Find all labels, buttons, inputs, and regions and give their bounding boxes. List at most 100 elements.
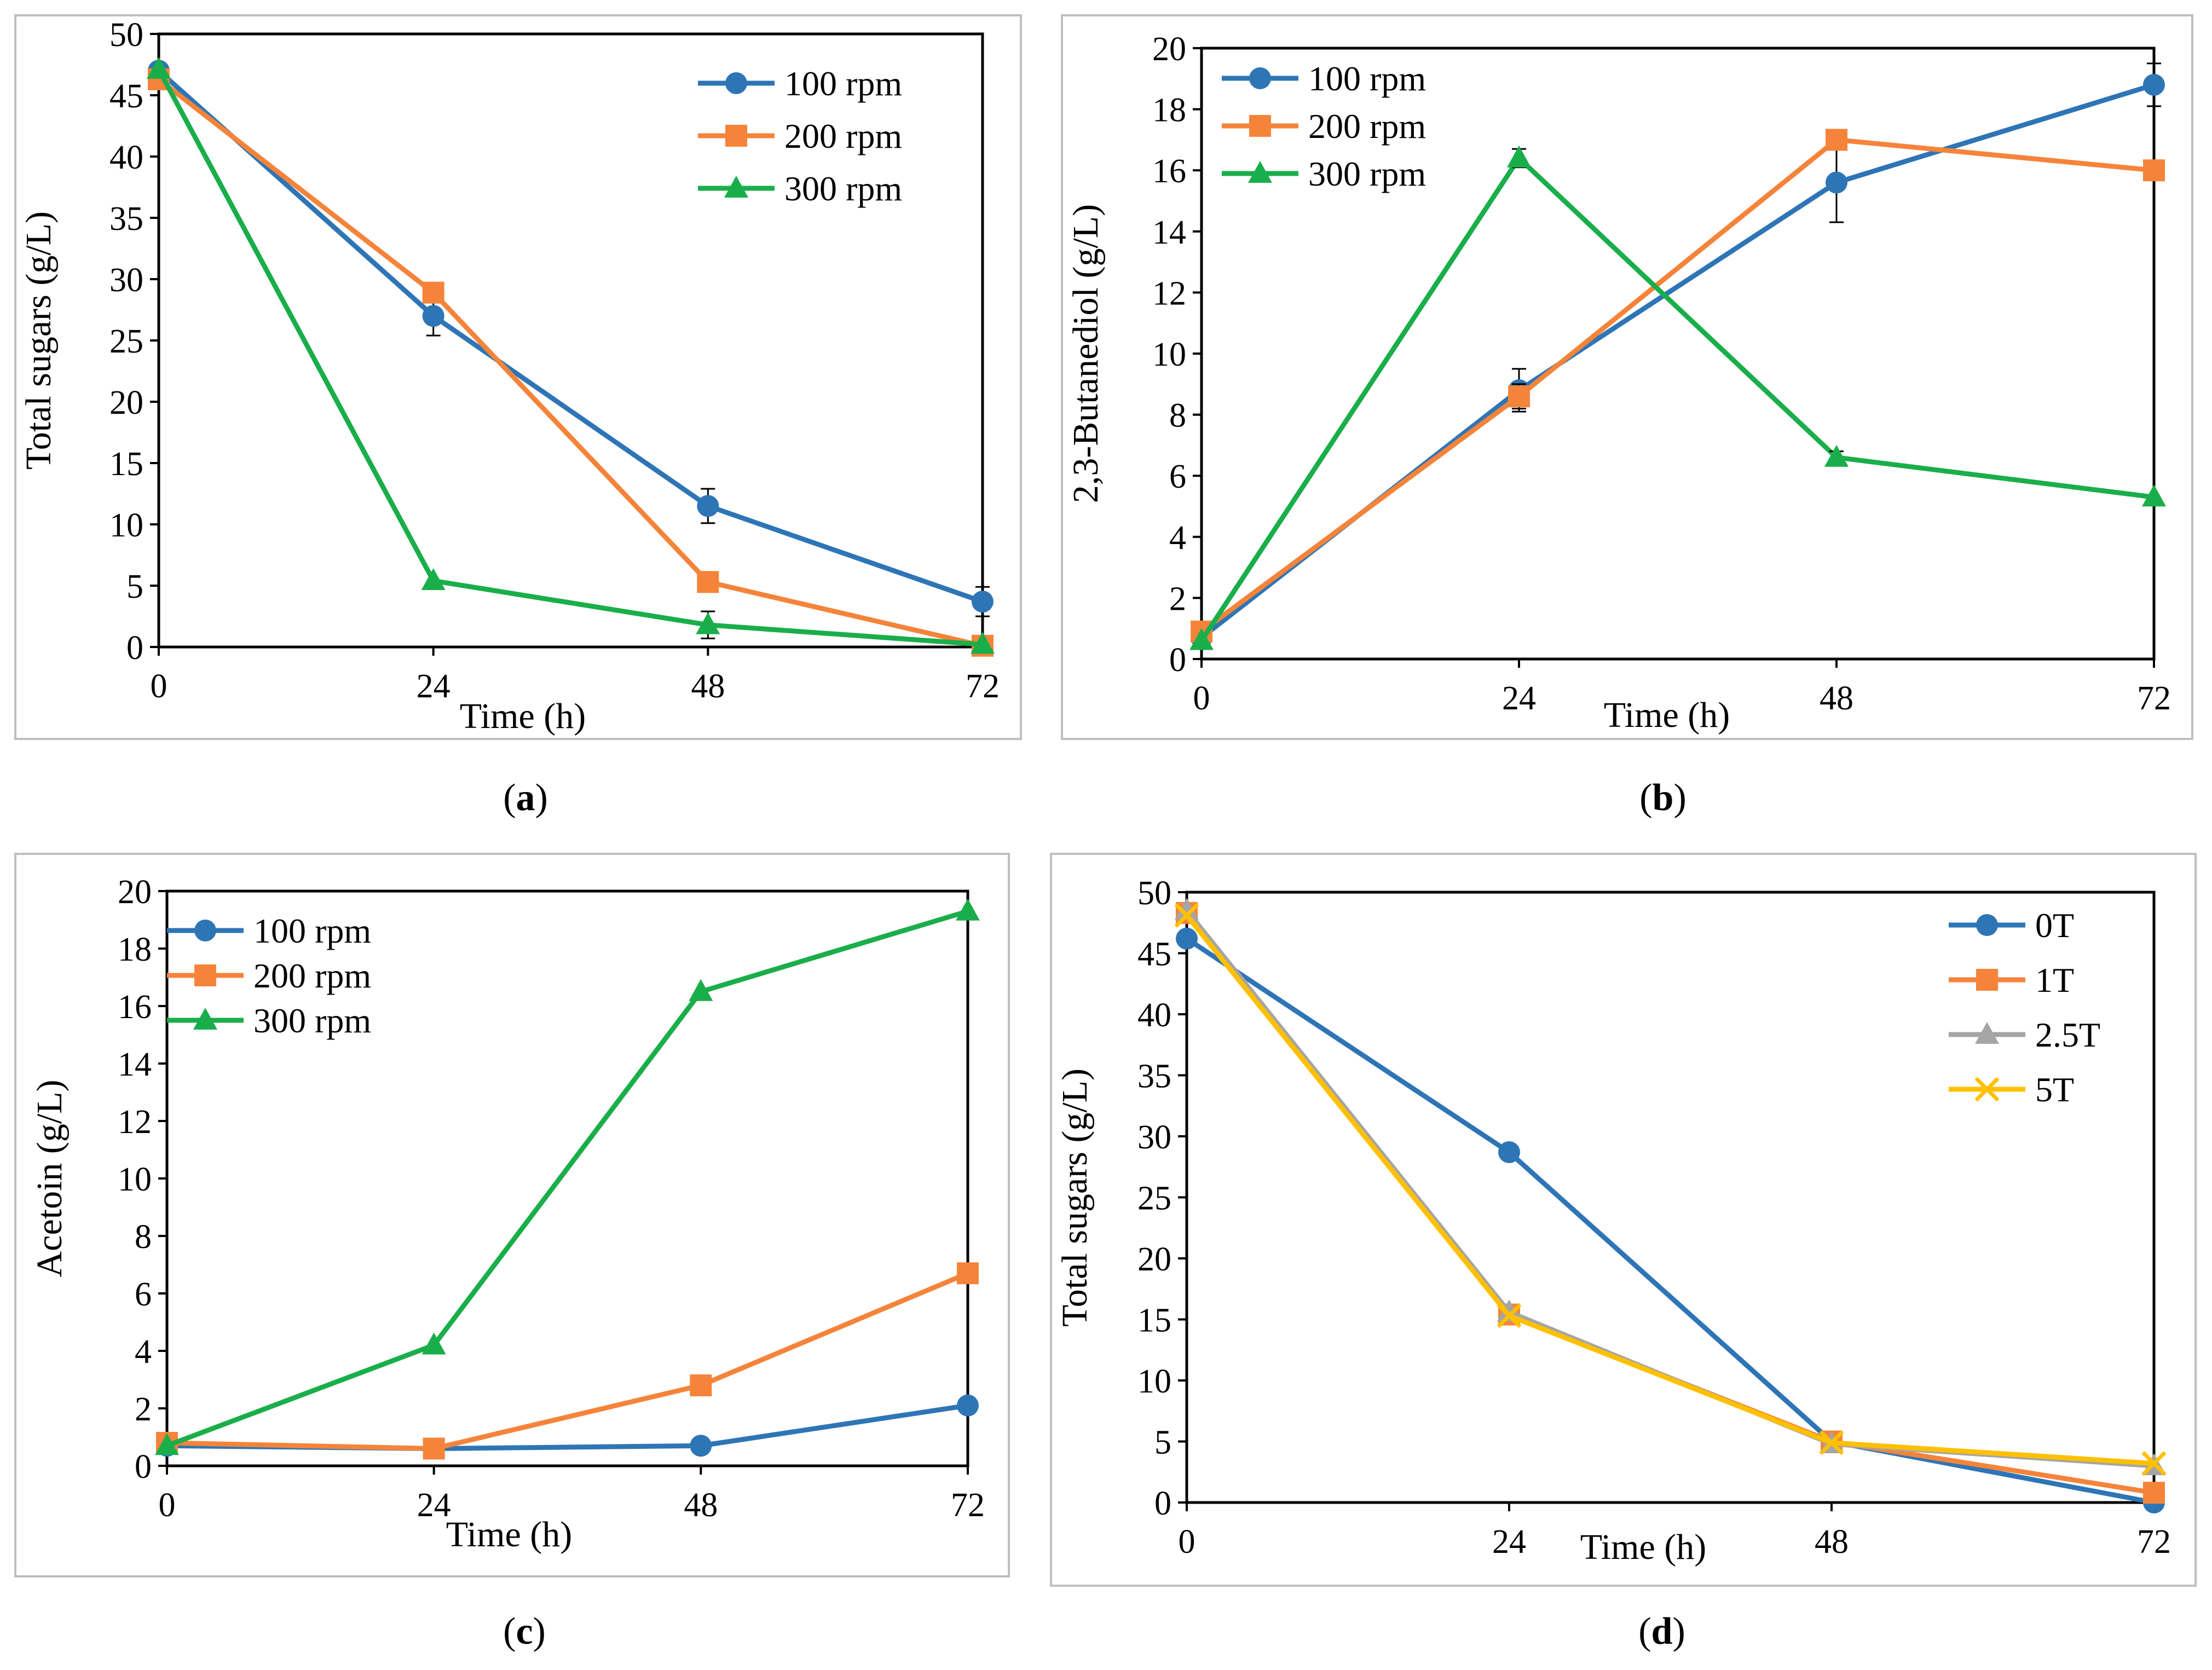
x-tick-label: 24 [417, 668, 451, 705]
series-line [157, 68, 984, 604]
data-point [1174, 903, 1199, 928]
y-tick-label: 8 [135, 1218, 152, 1256]
x-tick-label: 24 [1502, 680, 1536, 717]
panel-caption: (b) [1639, 777, 1687, 819]
y-tick-label: 30 [1137, 1119, 1171, 1156]
data-point [1507, 145, 1531, 167]
y-tick-label: 16 [118, 989, 152, 1026]
data-point [2143, 1482, 2165, 1504]
y-tick-label: 25 [1137, 1180, 1171, 1217]
legend-label: 100 rpm [253, 911, 371, 950]
y-axis-label: Total sugars (g/L) [19, 211, 59, 470]
y-tick-label: 2 [135, 1391, 152, 1428]
y-tick-label: 35 [109, 200, 143, 238]
series-300-rpm [1189, 145, 2166, 650]
y-axis-label: Acetoin (g/L) [30, 1079, 70, 1277]
legend-entry: 5T [1949, 1070, 2074, 1109]
series-line [157, 68, 983, 648]
y-tick-label: 10 [1137, 1363, 1171, 1400]
panel-caption: (a) [503, 777, 548, 819]
x-tick-label: 48 [684, 1487, 718, 1524]
legend-entry: 1T [1949, 961, 2074, 999]
legend-label: 100 rpm [1308, 59, 1426, 98]
legend-entry: 2.5T [1949, 1015, 2100, 1054]
x-axis-label: Time (h) [446, 1515, 572, 1555]
x-tick-label: 0 [1193, 680, 1210, 717]
legend-marker [1249, 67, 1271, 89]
y-tick-label: 5 [126, 568, 143, 605]
y-tick-label: 45 [109, 78, 143, 115]
series-line [1185, 936, 2155, 1505]
x-axis-label: Time (h) [1604, 695, 1730, 735]
data-point [957, 1262, 979, 1285]
data-point [147, 56, 171, 79]
y-tick-label: 30 [109, 262, 143, 299]
legend-entry: 200 rpm [167, 956, 371, 995]
legend-entry: 100 rpm [167, 911, 371, 950]
legend-entry: 200 rpm [698, 117, 902, 155]
data-point [1824, 444, 1849, 467]
y-axis-label: Total sugars (g/L) [1055, 1068, 1095, 1327]
legend-label: 0T [2035, 906, 2074, 945]
series-line [1199, 155, 2155, 642]
data-point [697, 571, 719, 593]
y-tick-label: 0 [1154, 1485, 1171, 1522]
legend-label: 300 rpm [253, 1001, 371, 1040]
data-point [957, 1394, 979, 1417]
legend-entry: 100 rpm [1222, 59, 1426, 98]
data-point [696, 612, 720, 634]
chart-panel-a: 0 5 10 15 20 25 30 35 40 45 50 0 24 48 72 Time (h) Total… [14, 14, 1022, 819]
data-point [2143, 73, 2165, 96]
chart-panel-d: 0 5 10 15 20 25 30 35 40 45 50 0 24 48 72 Time (h) Total… [1050, 853, 2197, 1652]
y-tick-label: 8 [1169, 397, 1186, 435]
series-line [1185, 914, 2155, 1466]
data-point [1498, 1141, 1520, 1163]
y-tick-label: 12 [118, 1103, 152, 1141]
series-300-rpm [147, 56, 995, 654]
x-axis-label: Time (h) [1580, 1527, 1706, 1567]
x-tick-label: 24 [417, 1487, 451, 1524]
x-tick-label: 72 [2137, 1523, 2171, 1561]
legend-entry: 0T [1949, 906, 2074, 945]
data-point [956, 898, 980, 921]
y-tick-label: 20 [1152, 31, 1186, 68]
legend-marker [193, 1008, 217, 1030]
data-point [423, 1437, 445, 1460]
legend-marker [725, 72, 747, 94]
legend-marker [1975, 1022, 1999, 1044]
y-tick-label: 0 [135, 1448, 152, 1486]
y-tick-label: 0 [1169, 642, 1186, 679]
x-tick-label: 48 [1815, 1523, 1849, 1561]
series-line [1200, 137, 2155, 634]
y-tick-label: 6 [1169, 458, 1186, 495]
x-axis-label: Time (h) [460, 696, 586, 736]
x-tick-label: 72 [2137, 680, 2171, 717]
legend-label: 2.5T [2035, 1015, 2100, 1054]
legend-marker [194, 964, 216, 986]
data-point [1189, 628, 1214, 650]
x-tick-label: 72 [951, 1487, 985, 1524]
y-tick-label: 6 [135, 1276, 152, 1313]
x-tick-label: 0 [151, 668, 168, 705]
panel-caption: (c) [503, 1610, 546, 1652]
y-tick-label: 18 [118, 931, 152, 968]
y-tick-label: 2 [1169, 580, 1186, 617]
legend-label: 300 rpm [784, 169, 902, 208]
y-tick-label: 4 [135, 1333, 152, 1371]
y-tick-label: 4 [1169, 519, 1186, 557]
y-tick-label: 35 [1137, 1058, 1171, 1095]
data-point [1175, 898, 1199, 920]
y-tick-label: 0 [126, 629, 143, 667]
data-point [690, 1435, 712, 1457]
y-tick-label: 10 [109, 507, 143, 544]
legend-label: 5T [2035, 1070, 2074, 1109]
data-point [422, 305, 444, 327]
data-point [421, 1332, 446, 1355]
data-point [155, 1433, 179, 1455]
y-tick-label: 15 [109, 446, 143, 483]
series-line [166, 1271, 969, 1451]
legend-entry: 300 rpm [698, 169, 902, 208]
